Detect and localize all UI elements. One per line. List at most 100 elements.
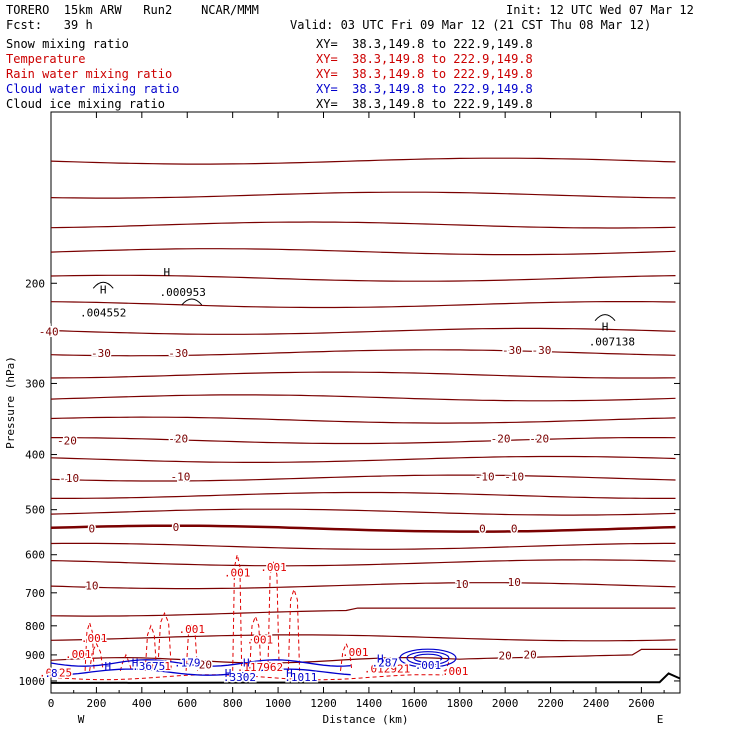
temperature-label: -10 — [504, 470, 524, 483]
high-marker: H — [243, 656, 250, 669]
cloud-water-cell — [413, 653, 443, 663]
temperature-contour — [50, 349, 676, 357]
y-tick-label: 900 — [25, 649, 45, 662]
cloud-water-label: .1011 — [284, 671, 317, 684]
rain-contour — [340, 642, 353, 671]
cloud-water-label: .179 — [174, 656, 201, 669]
x-tick-label: 600 — [177, 697, 197, 710]
field-xy-cloud-ice: XY= 38.3,149.8 to 222.9,149.8 — [316, 97, 533, 111]
high-marker: H — [286, 667, 293, 680]
x-tick-label: 2400 — [583, 697, 610, 710]
high-marker: H — [377, 653, 384, 666]
rain-label: .001 — [247, 633, 274, 646]
y-tick-label: 1000 — [19, 675, 46, 688]
y-tick-label: 500 — [25, 504, 45, 517]
rain-contour — [157, 611, 172, 671]
temperature-contour — [50, 157, 676, 165]
temperature-contour — [50, 559, 676, 567]
rain-label: .001 — [144, 660, 171, 673]
x-tick-label: 2600 — [628, 697, 655, 710]
temperature-label: 0 — [89, 523, 96, 536]
rain-label: .001 — [179, 623, 206, 636]
ice-label: .004552 — [80, 306, 126, 319]
field-label-cloud-ice: Cloud ice mixing ratio — [6, 97, 165, 111]
rain-label: .001 — [224, 567, 251, 580]
rain-label: .001 — [81, 632, 108, 645]
x-tick-label: 1400 — [356, 697, 383, 710]
temperature-contour — [50, 191, 676, 199]
temperature-label: -10 — [170, 470, 190, 483]
y-tick-label: 600 — [25, 549, 45, 562]
temperature-label: 20 — [199, 658, 212, 671]
x-tick-label: 400 — [132, 697, 152, 710]
temperature-label: -40 — [39, 325, 59, 338]
field-label-rain: Rain water mixing ratio — [6, 67, 173, 81]
field-xy-temperature: XY= 38.3,149.8 to 222.9,149.8 — [316, 52, 533, 66]
x-tick-label: 0 — [48, 697, 55, 710]
high-marker: H — [104, 660, 111, 673]
y-axis-label: Pressure (hPa) — [4, 356, 17, 449]
high-marker: H — [163, 266, 170, 279]
temperature-contour — [50, 301, 676, 309]
header-fcst: Fcst: 39 h — [6, 18, 93, 32]
rain-label: .001 — [65, 648, 92, 661]
header-title: TORERO 15km ARW Run2 NCAR/MMM — [6, 3, 259, 17]
y-tick-label: 200 — [25, 277, 45, 290]
temperature-label: 10 — [85, 580, 98, 593]
x-tick-label: 1600 — [401, 697, 428, 710]
high-marker: H — [100, 283, 107, 296]
x-tick-label: 200 — [86, 697, 106, 710]
field-label-snow: Snow mixing ratio — [6, 37, 129, 51]
temperature-label: 20 — [499, 650, 512, 663]
temperature-label: -10 — [475, 470, 495, 483]
x-tick-label: 1200 — [310, 697, 337, 710]
temperature-label: -30 — [168, 347, 188, 360]
header-init: Init: 12 UTC Wed 07 Mar 12 — [506, 3, 694, 17]
ice-contour — [181, 298, 203, 306]
temperature-contour — [50, 542, 676, 550]
temperature-contour — [50, 221, 676, 229]
y-tick-label: 700 — [25, 587, 45, 600]
temperature-contour — [50, 248, 676, 256]
cloud-water-contour — [50, 659, 351, 667]
temperature-label: -20 — [168, 433, 188, 446]
temperature-contour — [51, 437, 676, 445]
ice-label: .000953 — [160, 286, 206, 299]
rain-contour — [185, 624, 198, 671]
rain-contour — [84, 620, 95, 671]
x-left-end-label: W — [78, 713, 85, 726]
temperature-label: 10 — [455, 578, 468, 591]
rain-contour — [89, 642, 104, 671]
temperature-contour — [50, 508, 676, 516]
cloud-water-label: .001 — [415, 659, 442, 672]
rain-label: .012921 — [364, 662, 410, 675]
rain-contour — [232, 554, 243, 671]
temperature-contour — [50, 455, 676, 463]
rain-contour — [267, 561, 280, 671]
temperature-contour — [50, 607, 676, 617]
y-tick-label: 400 — [25, 449, 45, 462]
temperature-label: -20 — [491, 433, 511, 446]
cloud-water-label: .8 — [44, 667, 57, 680]
temperature-contour — [50, 582, 676, 590]
temperature-contour — [50, 474, 676, 482]
rain-contour — [144, 624, 158, 671]
rain-contour — [249, 614, 262, 671]
temperature-label: -30 — [91, 347, 111, 360]
temperature-label: -20 — [529, 433, 549, 446]
field-xy-snow: XY= 38.3,149.8 to 222.9,149.8 — [316, 37, 533, 51]
x-tick-label: 800 — [223, 697, 243, 710]
rain-label: .001 — [342, 646, 369, 659]
rain-label: .001 — [442, 665, 469, 678]
field-label-cloud-water: Cloud water mixing ratio — [6, 82, 180, 96]
temperature-contour — [50, 634, 676, 642]
high-marker: H — [225, 667, 232, 680]
x-tick-label: 1800 — [446, 697, 473, 710]
y-tick-label: 300 — [25, 377, 45, 390]
y-tick-label: 800 — [25, 620, 45, 633]
x-tick-label: 2000 — [492, 697, 519, 710]
temperature-label: 0 — [173, 521, 180, 534]
cloud-water-cell — [406, 651, 450, 666]
temperature-label: -30 — [532, 344, 552, 357]
